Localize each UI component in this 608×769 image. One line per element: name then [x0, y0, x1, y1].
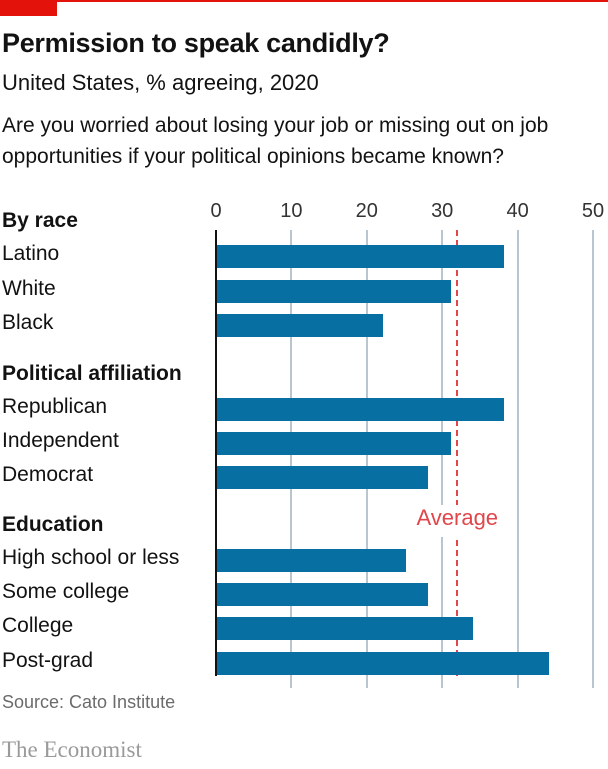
- brand-rule: [0, 0, 608, 2]
- tick-label: 0: [210, 200, 222, 222]
- brand-tag: [0, 0, 57, 16]
- bar-white: [217, 280, 451, 303]
- average-line: [456, 230, 459, 676]
- average-label-bg: [412, 505, 503, 537]
- tick-label: 40: [506, 200, 529, 222]
- bar-democrat: [217, 466, 429, 489]
- source-note: Source: Cato Institute: [2, 692, 176, 712]
- category-label: Democrat: [2, 463, 94, 486]
- economist-logo: The Economist: [2, 737, 142, 762]
- bar-college: [217, 617, 474, 640]
- bar-some-college: [217, 583, 429, 606]
- gridline: [441, 230, 444, 688]
- group-heading: Education: [2, 513, 104, 536]
- chart-title: Permission to speak candidly?: [2, 28, 390, 58]
- category-label: Republican: [2, 395, 108, 418]
- bar-black: [217, 314, 383, 337]
- tick-label: 50: [581, 200, 605, 222]
- gridline: [516, 230, 519, 688]
- tick-label: 20: [355, 200, 378, 222]
- category-label: White: [2, 277, 56, 300]
- tick-label: 10: [280, 200, 303, 222]
- group-heading: Political affiliation: [2, 362, 182, 385]
- category-label: Latino: [2, 242, 60, 265]
- category-label: Black: [2, 311, 54, 334]
- category-label: Post-grad: [2, 649, 94, 672]
- category-label: Some college: [2, 580, 130, 603]
- bar-post-grad: [217, 652, 549, 675]
- gridline: [290, 230, 293, 688]
- chart-subtitle: United States, % agreeing, 2020: [2, 70, 319, 95]
- category-label: Independent: [2, 429, 119, 452]
- group-heading: By race: [2, 209, 78, 232]
- bar-latino: [217, 245, 504, 268]
- survey-question: Are you worried about losing your job or…: [2, 114, 549, 168]
- bar-high-school-or-less: [217, 549, 406, 572]
- bar-independent: [217, 432, 451, 455]
- average-label: Average: [416, 505, 499, 530]
- bar-republican: [217, 398, 504, 421]
- category-label: College: [2, 614, 74, 637]
- tick-label: 30: [431, 200, 454, 222]
- gridline: [365, 230, 368, 688]
- category-label: High school or less: [2, 546, 180, 569]
- y-axis-line: [215, 230, 217, 676]
- gridline: [592, 230, 594, 688]
